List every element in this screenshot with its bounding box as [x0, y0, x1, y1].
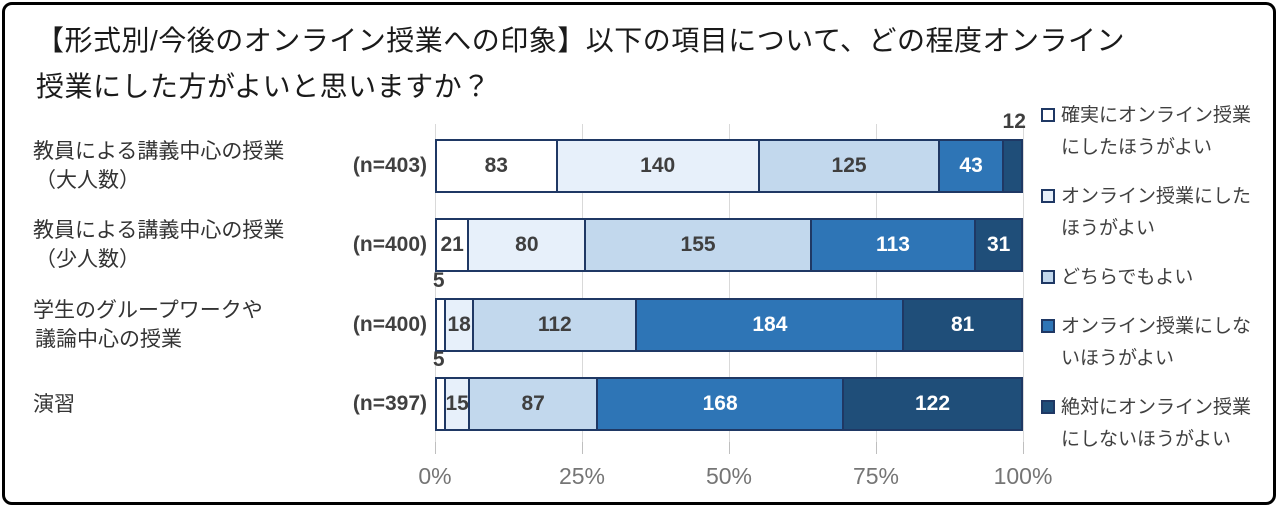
callout-value-label: 5 — [432, 269, 445, 292]
bar-segment: 125 — [757, 139, 941, 193]
legend-label: オンライン授業にしたほうがよい — [1061, 186, 1252, 239]
category-label: 教員による講義中心の授業 （大人数） — [33, 137, 333, 195]
value-label: 184 — [752, 313, 788, 336]
value-label: 155 — [680, 233, 716, 256]
axis-tick — [1023, 442, 1024, 454]
stacked-bar: 21 80 155 113 31 — [435, 218, 1023, 272]
legend-item: 絶対にオンライン授業にしないほうがよい — [1041, 392, 1273, 456]
legend-swatch — [1041, 189, 1055, 203]
bar-segment: 43 — [938, 139, 1004, 193]
gridline — [435, 124, 436, 442]
legend-item: どちらでもよい — [1041, 262, 1273, 294]
callout-value-label: 12 — [1002, 110, 1026, 133]
category-label-line: （大人数） — [35, 169, 140, 192]
category-label-line: （少人数） — [35, 248, 140, 271]
value-label: 43 — [959, 154, 983, 177]
legend-label: オンライン授業にしないほうがよい — [1061, 316, 1252, 369]
category-label: 学生のグループワークや 議論中心の授業 — [33, 296, 333, 354]
value-label: 122 — [914, 392, 951, 415]
axis-tick-label: 50% — [705, 463, 753, 489]
bar-segment: 87 — [468, 377, 599, 431]
axis-tick-label: 25% — [558, 463, 606, 489]
value-label: 21 — [440, 233, 464, 256]
value-label: 113 — [876, 233, 910, 256]
axis-tick — [582, 442, 583, 454]
value-label: 15 — [445, 392, 469, 415]
bar-segment: 155 — [584, 218, 812, 272]
axis-tick-label: 0% — [418, 463, 452, 489]
sample-size-label: (n=403) — [352, 154, 427, 177]
legend-item: 確実にオンライン授業にしたほうがよい — [1041, 100, 1273, 164]
bar-segment: 31 — [974, 218, 1023, 272]
value-label: 125 — [831, 154, 867, 177]
category-label: 演習 — [33, 390, 333, 419]
bar-segment: 81 — [902, 298, 1023, 352]
chart-title-line1: 【形式別/今後のオンライン授業への印象】以下の項目について、どの程度オンライン — [36, 25, 1126, 56]
gridline — [582, 124, 583, 442]
chart-title-line2: 授業にした方がよいと思いますか？ — [36, 71, 491, 102]
category-label-line: 教員による講義中心の授業 — [33, 140, 285, 163]
legend-label: 確実にオンライン授業にしたほうがよい — [1061, 105, 1252, 158]
legend-label: どちらでもよい — [1061, 267, 1194, 288]
sample-size-label: (n=400) — [352, 313, 427, 336]
legend-item: オンライン授業にしたほうがよい — [1041, 181, 1273, 245]
bar-segment: 113 — [809, 218, 977, 272]
bar-segment: 21 — [435, 218, 470, 272]
gridline — [1023, 124, 1024, 442]
bar-segment: 83 — [435, 139, 558, 193]
chart-title: 【形式別/今後のオンライン授業への印象】以下の項目について、どの程度オンライン … — [36, 18, 1246, 110]
legend-swatch — [1041, 108, 1055, 122]
gridline — [729, 124, 730, 442]
bar-segment — [1001, 139, 1023, 193]
legend-swatch — [1041, 319, 1055, 333]
legend-swatch — [1041, 400, 1055, 414]
callout-value-label: 5 — [432, 348, 445, 371]
legend-swatch — [1041, 270, 1055, 284]
value-label: 112 — [537, 313, 572, 336]
legend-item: オンライン授業にしないほうがよい — [1041, 311, 1273, 375]
axis-tick — [876, 442, 877, 454]
value-label: 18 — [447, 313, 471, 336]
bar-segment: 18 — [444, 298, 475, 352]
category-label-line: 学生のグループワークや — [33, 299, 263, 322]
bar-segment: 112 — [472, 298, 638, 352]
bar-segment: 15 — [444, 377, 471, 431]
value-label: 80 — [515, 233, 539, 256]
category-label-line: 議論中心の授業 — [35, 328, 182, 351]
value-label: 31 — [987, 233, 1011, 256]
category-label: 教員による講義中心の授業 （少人数） — [33, 216, 333, 274]
bar-segment: 168 — [596, 377, 844, 431]
axis-tick — [435, 442, 436, 454]
bar-segment: 80 — [467, 218, 587, 272]
stacked-bar: 18 112 184 81 — [435, 298, 1023, 352]
stacked-bar: 15 87 168 122 — [435, 377, 1023, 431]
axis-tick — [729, 442, 730, 454]
legend: 確実にオンライン授業にしたほうがよい オンライン授業にしたほうがよいどちらでもよい… — [1041, 100, 1273, 456]
value-label: 81 — [951, 313, 975, 336]
gridline — [876, 124, 877, 442]
value-label: 87 — [521, 392, 545, 415]
value-label: 83 — [484, 154, 508, 177]
value-label: 140 — [640, 154, 676, 177]
category-label-line: 演習 — [33, 392, 75, 416]
axis-tick-label: 75% — [852, 463, 900, 489]
sample-size-label: (n=397) — [352, 392, 427, 415]
legend-label: 絶対にオンライン授業にしないほうがよい — [1061, 397, 1252, 450]
sample-size-label: (n=400) — [352, 233, 427, 256]
value-label: 168 — [702, 392, 738, 415]
bar-segment: 140 — [555, 139, 760, 193]
axis-tick-label: 100% — [993, 463, 1053, 489]
bar-segment: 184 — [635, 298, 905, 352]
category-label-line: 教員による講義中心の授業 — [33, 219, 285, 242]
bar-segment: 122 — [842, 377, 1023, 431]
stacked-bar: 83 140 125 43 — [435, 139, 1023, 193]
